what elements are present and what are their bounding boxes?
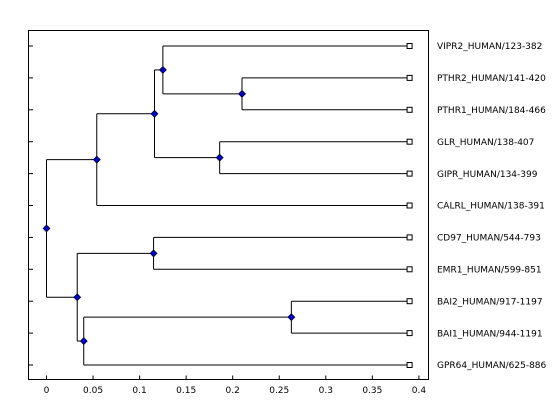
x-tick-label: 0.3 (319, 386, 333, 396)
leaf-labels: VIPR2_HUMAN/123-382 PTHR2_HUMAN/141-420 PT… (437, 42, 547, 371)
node-marker (92, 155, 101, 164)
leaf-marker (406, 330, 413, 337)
x-tick-label: 0.4 (412, 386, 427, 396)
leaf-markers (406, 43, 413, 368)
node-marker (73, 293, 82, 302)
leaf-label: PTHR1_HUMAN/184-466 (437, 106, 546, 116)
leaf-marker (406, 74, 413, 81)
leaf-label: BAI2_HUMAN/917-1197 (437, 297, 543, 307)
node-marker (158, 65, 167, 74)
leaf-marker (406, 234, 413, 241)
leaf-label: EMR1_HUMAN/599-851 (437, 266, 542, 276)
node-marker (149, 249, 158, 258)
x-tick-label: 0.25 (269, 386, 289, 396)
node-marker (238, 89, 246, 98)
leaf-marker (406, 106, 413, 113)
node-marker (215, 153, 224, 162)
node-marker (42, 224, 51, 233)
x-tick-label: 0 (44, 386, 50, 396)
leaf-label: GLR_HUMAN/138-407 (437, 138, 534, 148)
x-tick-label: 0.1 (132, 386, 146, 396)
x-tick-label: 0.05 (83, 386, 103, 396)
leaf-label: BAI1_HUMAN/944-1191 (437, 329, 543, 339)
leaf-marker (406, 298, 413, 305)
leaf-label: CD97_HUMAN/544-793 (437, 234, 541, 244)
leaf-marker (406, 202, 413, 209)
leaf-label: GIPR_HUMAN/134-399 (437, 170, 538, 180)
node-marker (150, 109, 159, 118)
x-tick-label: 0.15 (176, 386, 196, 396)
leaf-marker (406, 43, 413, 49)
x-axis: 0 0.05 0.1 0.15 0.2 0.25 0.3 0.35 0.4 (28, 45, 427, 396)
leaf-marker (406, 138, 413, 145)
x-tick-label: 0.2 (226, 386, 240, 396)
node-marker (287, 313, 296, 322)
leaf-marker (406, 362, 413, 368)
leaf-label: GPR64_HUMAN/625-886 (437, 361, 547, 371)
node-marker (79, 337, 88, 346)
leaf-label: CALRL_HUMAN/138-391 (437, 202, 545, 212)
leaf-marker (406, 170, 413, 177)
leaf-label: VIPR2_HUMAN/123-382 (437, 42, 542, 52)
branches (46, 45, 410, 366)
leaf-marker (406, 266, 413, 273)
leaf-label: PTHR2_HUMAN/141-420 (437, 74, 546, 84)
internal-nodes (42, 65, 296, 346)
x-tick-label: 0.35 (362, 386, 382, 396)
